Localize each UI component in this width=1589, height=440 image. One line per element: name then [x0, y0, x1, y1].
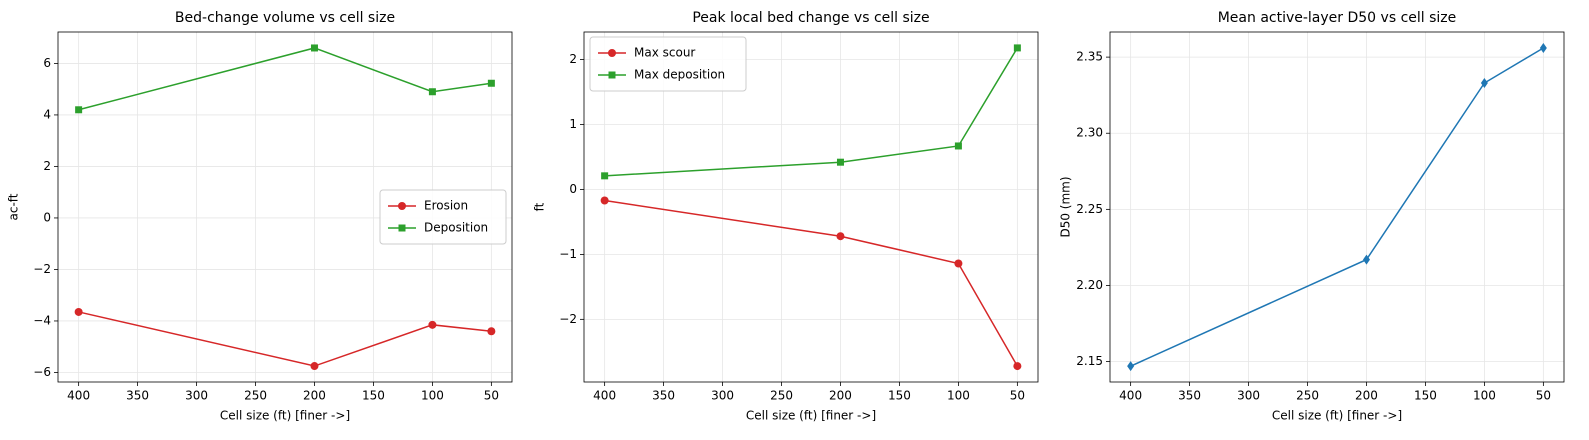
x-axis-label: Cell size (ft) [finer ->] — [746, 409, 876, 423]
plot-frame — [583, 31, 1039, 383]
y-axis-label: ft — [533, 202, 547, 211]
y-tick-label: 2.25 — [1076, 202, 1103, 216]
x-tick-label: 350 — [126, 389, 149, 403]
series-line — [604, 47, 1019, 177]
marker — [600, 196, 609, 205]
x-tick-label: 300 — [185, 389, 208, 403]
y-tick-label: 6 — [43, 56, 51, 70]
y-tick-label: 2.20 — [1076, 278, 1103, 292]
plot-frame — [1109, 31, 1565, 383]
marker — [1480, 78, 1488, 89]
marker — [954, 142, 962, 150]
marker — [836, 232, 845, 241]
legend-box — [589, 36, 747, 92]
y-tick-label: −1 — [559, 247, 577, 261]
x-tick-label: 400 — [1119, 389, 1142, 403]
y-axis-label: ac-ft — [7, 193, 21, 220]
legend-marker — [608, 71, 616, 79]
x-tick-label: 150 — [888, 389, 911, 403]
plot-frame — [57, 31, 513, 383]
marker — [428, 88, 436, 96]
marker — [954, 259, 963, 268]
chart-title: Mean active-layer D50 vs cell size — [1218, 10, 1457, 26]
marker — [836, 158, 844, 166]
x-tick-label: 100 — [1473, 389, 1496, 403]
x-tick-label: 50 — [1010, 389, 1025, 403]
x-tick-label: 350 — [1178, 389, 1201, 403]
y-tick-label: 0 — [43, 210, 51, 224]
x-tick-label: 350 — [652, 389, 675, 403]
chart-title: Bed-change volume vs cell size — [175, 10, 395, 26]
series-line — [604, 199, 1019, 367]
marker — [74, 307, 83, 316]
marker — [487, 79, 495, 87]
x-tick-label: 150 — [1414, 389, 1437, 403]
x-tick-label: 100 — [421, 389, 444, 403]
x-tick-label: 50 — [484, 389, 499, 403]
chart-title: Peak local bed change vs cell size — [692, 10, 929, 26]
x-tick-label: 50 — [1536, 389, 1551, 403]
x-tick-label: 300 — [1237, 389, 1260, 403]
marker — [1127, 361, 1135, 372]
marker — [1539, 42, 1547, 53]
y-tick-label: 1 — [569, 117, 577, 131]
series-line — [1130, 47, 1544, 367]
marker — [1013, 44, 1021, 52]
y-tick-label: −2 — [559, 312, 577, 326]
x-tick-label: 200 — [1355, 389, 1378, 403]
x-tick-label: 100 — [947, 389, 970, 403]
y-tick-label: 4 — [43, 107, 51, 121]
legend-label: Deposition — [424, 221, 488, 235]
y-tick-label: 2 — [43, 159, 51, 173]
x-tick-label: 200 — [303, 389, 326, 403]
marker — [1362, 254, 1370, 265]
x-axis-label: Cell size (ft) [finer ->] — [220, 409, 350, 423]
x-tick-label: 200 — [829, 389, 852, 403]
x-tick-label: 400 — [593, 389, 616, 403]
x-tick-label: 250 — [770, 389, 793, 403]
legend-marker — [398, 224, 406, 232]
x-tick-label: 250 — [1296, 389, 1319, 403]
y-axis-label: D50 (mm) — [1059, 176, 1073, 237]
marker — [310, 44, 318, 52]
x-tick-label: 400 — [67, 389, 90, 403]
y-tick-label: 0 — [569, 182, 577, 196]
legend-marker — [398, 202, 406, 210]
legend-label: Max scour — [634, 46, 695, 60]
y-tick-label: −2 — [33, 262, 51, 276]
marker — [75, 106, 83, 114]
legend-label: Max deposition — [634, 68, 725, 82]
marker — [601, 172, 609, 180]
x-tick-label: 150 — [362, 389, 385, 403]
y-tick-label: 2.15 — [1076, 354, 1103, 368]
marker — [310, 362, 319, 371]
y-tick-label: 2 — [569, 52, 577, 66]
x-tick-label: 250 — [244, 389, 267, 403]
x-tick-label: 300 — [711, 389, 734, 403]
x-axis-label: Cell size (ft) [finer ->] — [1272, 409, 1402, 423]
series-line — [78, 47, 492, 111]
legend-marker — [608, 49, 616, 57]
y-tick-label: −6 — [33, 365, 51, 379]
y-tick-label: −4 — [33, 313, 51, 327]
marker — [428, 320, 437, 329]
marker — [1013, 362, 1022, 371]
y-tick-label: 2.35 — [1076, 50, 1103, 64]
marker — [487, 327, 496, 336]
legend-box — [379, 189, 507, 245]
y-tick-label: 2.30 — [1076, 126, 1103, 140]
legend-label: Erosion — [424, 199, 468, 213]
series-line — [78, 311, 492, 367]
